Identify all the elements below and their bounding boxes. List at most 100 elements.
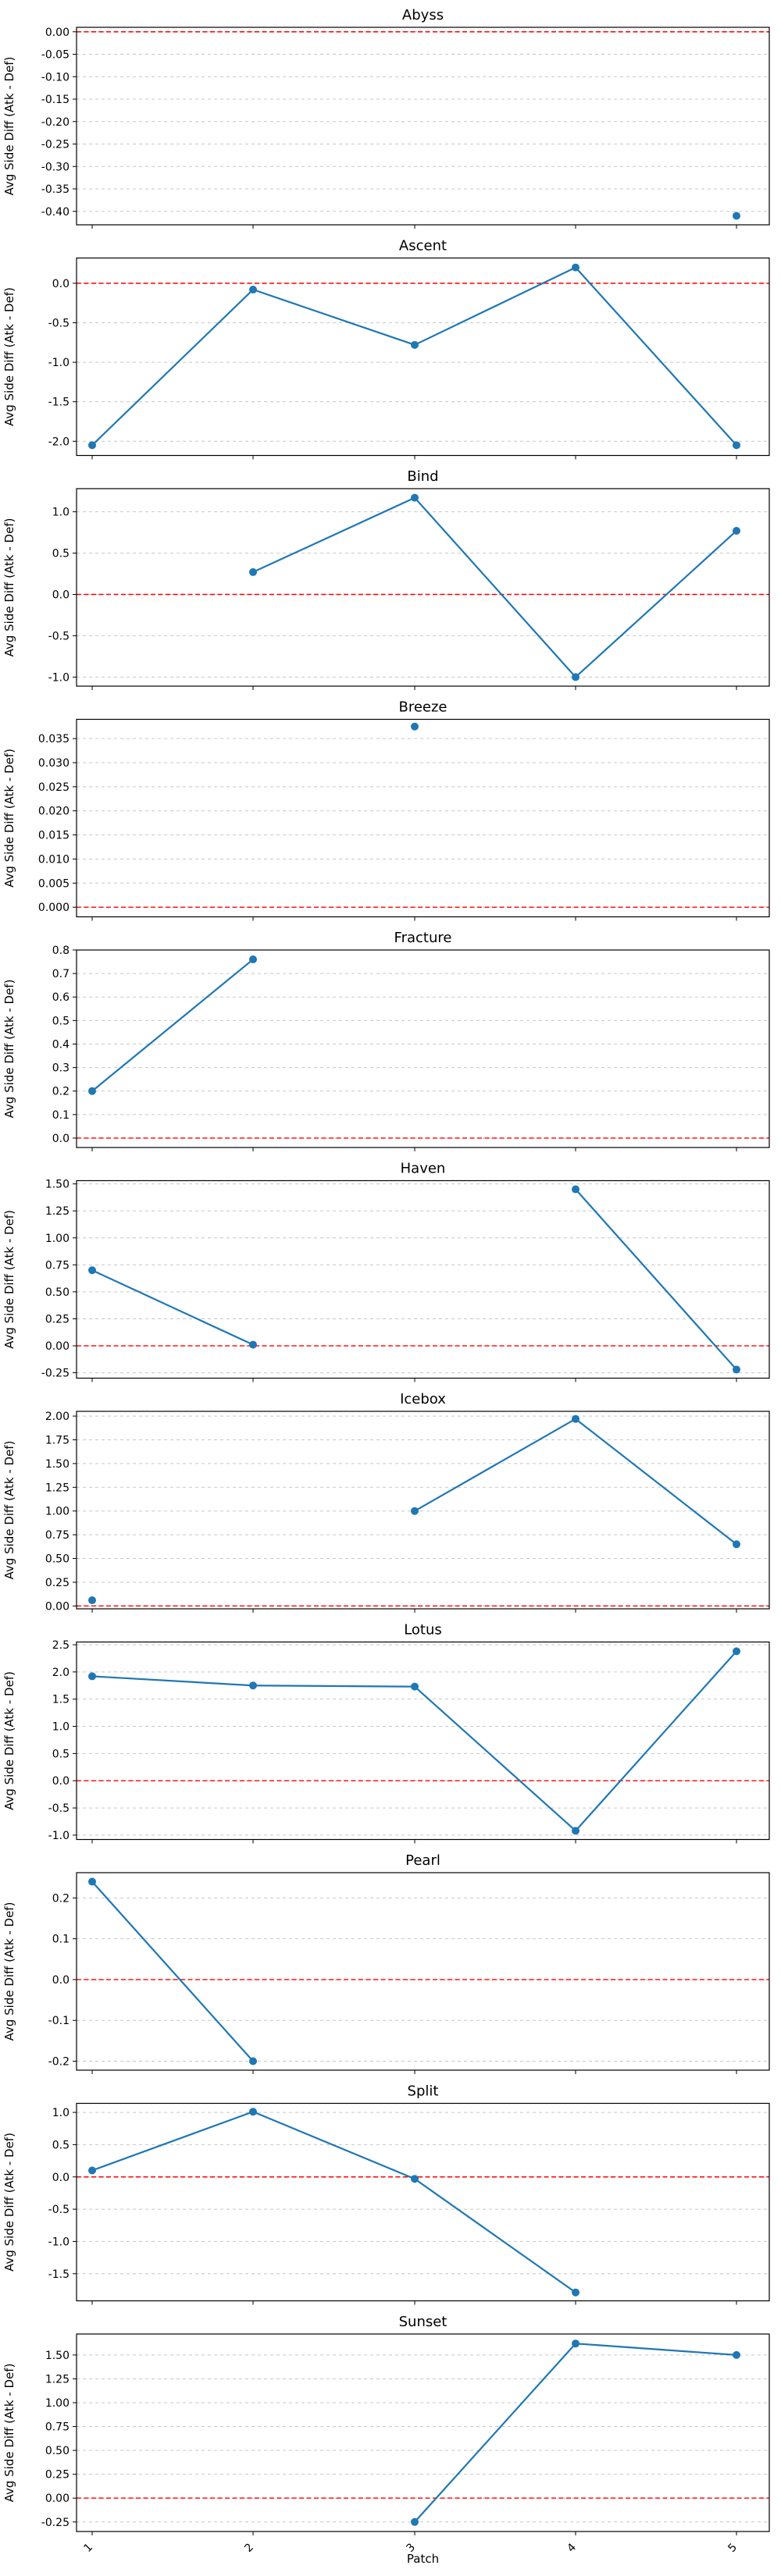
- series-segment: [414, 2178, 576, 2293]
- y-tick-label: -0.5: [48, 317, 70, 329]
- y-axis-label: Avg Side Diff (Atk - Def): [2, 2133, 16, 2272]
- data-point: [249, 2057, 257, 2065]
- y-tick-label: -1.0: [48, 2236, 70, 2248]
- panel-title: Lotus: [404, 1622, 442, 1638]
- data-point: [411, 1507, 419, 1515]
- y-tick-label: 2.00: [45, 1411, 70, 1423]
- data-point: [572, 2288, 580, 2297]
- y-tick-label: 0.25: [45, 1577, 70, 1589]
- data-point: [411, 722, 419, 731]
- y-tick-label: 0.50: [45, 2445, 70, 2457]
- y-tick-label: -0.35: [41, 183, 70, 196]
- y-tick-label: -0.25: [41, 139, 70, 151]
- plot-frame: [76, 1641, 770, 1841]
- y-tick-label: -0.15: [41, 94, 70, 106]
- data-point: [88, 1266, 96, 1275]
- y-axis-label: Avg Side Diff (Atk - Def): [2, 980, 16, 1119]
- panel-title: Bind: [407, 468, 438, 485]
- y-tick-label: -1.0: [48, 671, 70, 684]
- panel-title: Split: [408, 2083, 439, 2100]
- y-tick-label: 0.025: [38, 781, 70, 794]
- panel-icebox: Icebox 2.00 1.75 1.50 1.25 1.00 0.75 0.50 0.25 0.…: [2, 1391, 770, 1613]
- y-tick-label: 1.0: [52, 2107, 70, 2119]
- panel-title: Haven: [401, 1161, 446, 1177]
- y-tick-label: 0.035: [38, 733, 70, 745]
- plot-frame: [76, 949, 770, 1148]
- y-tick-label: 2.0: [52, 1667, 70, 1679]
- y-tick-label: 0.4: [52, 1038, 70, 1051]
- series-segment: [252, 2111, 415, 2180]
- plot-frame: [76, 488, 770, 687]
- series-segment: [252, 496, 415, 573]
- plot-frame: [76, 27, 770, 226]
- plot-frame: [76, 257, 770, 457]
- panel-bind: Bind 1.0 0.5 0.0 -0.5 -1.0 Avg Side Diff (Atk …: [2, 468, 770, 690]
- panel-pearl: Pearl 0.2 0.1 0.0 -0.1 -0.2 Avg Side Diff (Atk…: [2, 1852, 770, 2074]
- y-axis-label: Avg Side Diff (Atk - Def): [2, 1671, 16, 1810]
- series-segment: [91, 289, 254, 447]
- y-tick-label: 0.5: [52, 1748, 70, 1760]
- series-segment: [575, 1650, 737, 1832]
- y-tick-label: 0.50: [45, 1286, 70, 1299]
- data-point: [249, 285, 257, 294]
- data-point: [733, 2350, 740, 2359]
- panel-title: Breeze: [398, 699, 447, 716]
- y-tick-label: 0.0: [52, 278, 70, 290]
- y-tick-label: -1.0: [48, 1830, 70, 1842]
- y-tick-label: 0.030: [38, 757, 70, 770]
- y-tick-label: 1.25: [45, 1482, 70, 1494]
- panel-lotus: Lotus 2.5 2.0 1.5 1.0 0.5 0.0 -0.5 -1.0 Avg Side …: [2, 1622, 770, 1844]
- series-segment: [91, 2111, 254, 2172]
- panel-haven: Haven 1.50 1.25 1.00 0.75 0.50 0.25 0.00 -0.25 Av…: [2, 1161, 770, 1382]
- data-point: [88, 2166, 96, 2175]
- y-tick-label: 1.00: [45, 1506, 70, 1518]
- y-axis-label: Avg Side Diff (Atk - Def): [2, 2364, 16, 2503]
- series-segment: [91, 1675, 254, 1687]
- x-axis-label: Patch: [407, 2552, 439, 2566]
- series-segment: [252, 288, 415, 346]
- data-point: [572, 263, 580, 272]
- y-tick-label: 1.25: [45, 2373, 70, 2386]
- y-tick-label: 0.0: [52, 1775, 70, 1788]
- data-point: [733, 212, 740, 220]
- y-tick-label: 2.5: [52, 1639, 70, 1652]
- data-point: [411, 2175, 419, 2183]
- y-tick-label: 0.0: [52, 1974, 70, 1987]
- y-tick-label: -1.0: [48, 357, 70, 369]
- plot-frame: [76, 1872, 770, 2071]
- plot-frame: [76, 2333, 770, 2532]
- y-tick-label: 0.010: [38, 853, 70, 866]
- panel-breeze: Breeze 0.035 0.030 0.025 0.020 0.015 0.010 0.00…: [2, 699, 770, 921]
- y-tick-label: 0.00: [45, 2492, 70, 2505]
- data-point: [411, 2517, 419, 2526]
- y-tick-label: 0.25: [45, 2469, 70, 2482]
- y-tick-label: -0.25: [41, 1368, 70, 1380]
- y-axis-label: Avg Side Diff (Atk - Def): [2, 1441, 16, 1580]
- y-tick-label: 0.50: [45, 1553, 70, 1566]
- y-axis-label: Avg Side Diff (Atk - Def): [2, 1210, 16, 1349]
- series-segment: [575, 1188, 737, 1371]
- series-segment: [91, 1269, 254, 1346]
- y-tick-label: 0.7: [52, 968, 70, 980]
- y-axis-label: Avg Side Diff (Atk - Def): [2, 518, 16, 657]
- y-tick-label: 0.00: [45, 1600, 70, 1613]
- y-tick-label: -0.05: [41, 49, 70, 62]
- y-tick-label: 1.0: [52, 1721, 70, 1734]
- panel-title: Icebox: [400, 1391, 446, 1407]
- y-tick-label: 0.5: [52, 548, 70, 560]
- y-tick-label: 1.5: [52, 1694, 70, 1706]
- y-tick-label: 0.00: [45, 27, 70, 39]
- data-point: [411, 493, 419, 502]
- y-tick-label: 0.0: [52, 589, 70, 601]
- series-segment: [252, 1685, 415, 1688]
- data-point: [411, 1682, 419, 1691]
- y-tick-label: -0.10: [41, 71, 70, 84]
- data-point: [249, 2108, 257, 2116]
- series-segment: [414, 1418, 576, 1512]
- series-segment: [575, 266, 737, 447]
- panel-title: Fracture: [394, 930, 452, 946]
- data-point: [733, 1647, 740, 1656]
- y-tick-label: 0.015: [38, 830, 70, 842]
- x-tick-label: 1: [81, 2541, 95, 2555]
- y-tick-label: -0.5: [48, 1802, 70, 1815]
